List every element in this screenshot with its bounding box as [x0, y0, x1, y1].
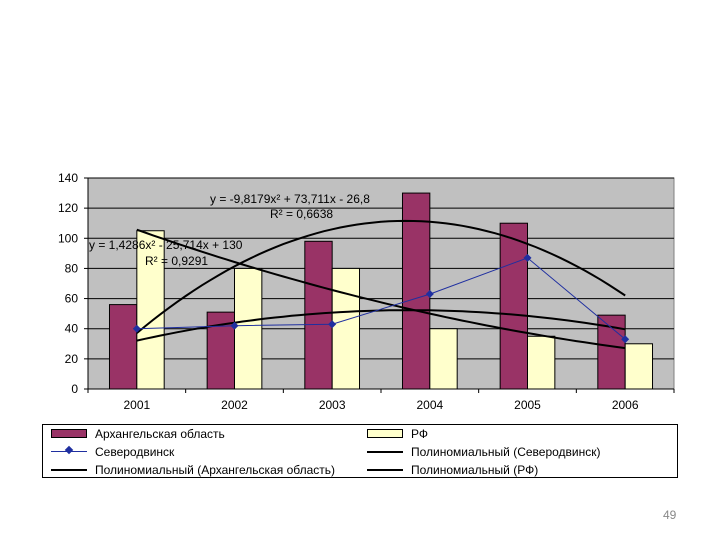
y-tick-label: 120 [58, 201, 78, 215]
legend-label-severodvinsk: Северодвинск [95, 444, 175, 459]
x-tick-label: 2001 [123, 398, 150, 412]
legend-label-rf: РФ [411, 426, 428, 441]
legend-label-arkh: Архангельская область [95, 426, 225, 441]
bar-arkh-2001 [108, 304, 138, 390]
y-tick-label: 100 [58, 231, 78, 245]
annotation-eq2-r2: R² = 0,9291 [145, 254, 208, 268]
y-tick-label: 80 [65, 261, 79, 275]
line-series [132, 253, 630, 344]
legend-item-rf: РФ [365, 425, 428, 442]
bar-rf-2006 [624, 343, 654, 390]
bar-arkh-2004 [401, 192, 431, 390]
bars [108, 192, 654, 390]
point-severodvinsk-2004 [425, 290, 434, 299]
y-tick-label: 60 [65, 292, 79, 306]
legend-swatch-poly-rf [367, 468, 403, 471]
legend-swatch-arkh [51, 429, 87, 438]
legend-label-poly-rf: Полиномиальный (РФ) [411, 462, 539, 477]
legend-swatch-poly-severodvinsk [367, 450, 403, 453]
legend-swatch-rf [367, 429, 403, 438]
y-tick-label: 20 [65, 352, 79, 366]
point-severodvinsk-2003 [328, 320, 337, 329]
annotation-arkh-equation: y = -9,8179x² + 73,711x - 26,8 R² = 0,66… [210, 192, 370, 221]
x-tick-label: 2002 [221, 398, 248, 412]
x-tick-label: 2005 [514, 398, 541, 412]
point-severodvinsk-2005 [523, 253, 532, 262]
plot-area [87, 177, 675, 390]
point-severodvinsk-2006 [621, 335, 630, 344]
bar-rf-2005 [527, 335, 556, 390]
legend-label-poly-arkh: Полиномиальный (Архангельская область) [95, 462, 336, 477]
bar-arkh-2005 [499, 222, 528, 390]
axes: 0 20 40 60 80 100 120 140 2001 2002 2003 2004 2005 20… [58, 171, 675, 412]
legend-swatch-severodvinsk [51, 445, 87, 455]
bar-rf-2004 [429, 328, 458, 390]
line-severodvinsk [136, 257, 626, 340]
legend-item-poly-arkh: Полиномиальный (Архангельская область) [49, 461, 335, 478]
point-severodvinsk-2002 [230, 321, 239, 330]
annotation-rf-equation: y = 1,4286x² - 25,714x + 130 R² = 0,9291 [89, 238, 243, 268]
x-tick-label: 2004 [416, 398, 443, 412]
gridlines [88, 177, 674, 360]
point-severodvinsk-2001 [132, 324, 141, 333]
y-tick-label: 140 [58, 171, 78, 185]
bar-rf-2002 [234, 267, 263, 390]
bar-rf-2001 [136, 230, 165, 390]
trendlines [136, 219, 626, 350]
diamond-marker-icon [64, 445, 74, 455]
trendline-1 [136, 219, 626, 334]
annotation-eq1: y = -9,8179x² + 73,711x - 26,8 [210, 192, 370, 206]
page-number: 49 [663, 508, 677, 522]
legend-item-poly-severodvinsk: Полиномиальный (Северодвинск) [365, 443, 601, 460]
bar-rf-2003 [331, 267, 361, 390]
annotation-eq1-r2: R² = 0,6638 [270, 207, 333, 221]
annotation-eq2: y = 1,4286x² - 25,714x + 130 [89, 238, 243, 252]
y-tick-label: 40 [65, 322, 79, 336]
trendline-2 [136, 228, 626, 350]
legend-item-poly-rf: Полиномиальный (РФ) [365, 461, 538, 478]
legend: Архангельская область РФ Северодвинск По… [42, 424, 678, 478]
legend-item-severodvinsk: Северодвинск [49, 443, 174, 460]
y-tick-label: 0 [71, 382, 78, 396]
x-tick-label: 2003 [319, 398, 346, 412]
legend-item-arkh: Архангельская область [49, 425, 225, 442]
x-tick-label: 2006 [612, 398, 639, 412]
trendline-0 [136, 309, 626, 342]
legend-label-poly-severodvinsk: Полиномиальный (Северодвинск) [411, 444, 601, 459]
legend-swatch-poly-arkh [51, 468, 87, 471]
